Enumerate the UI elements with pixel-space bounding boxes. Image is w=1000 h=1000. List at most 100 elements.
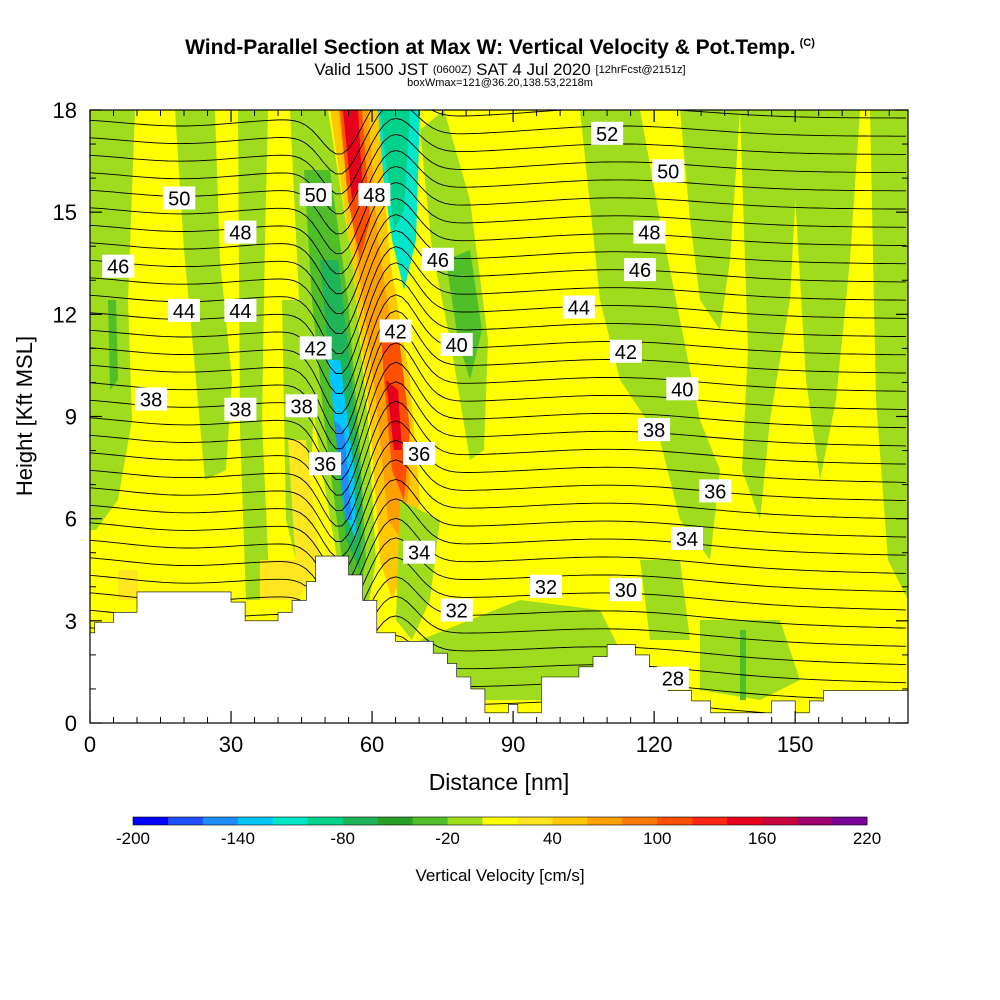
theta-label: 46 xyxy=(624,258,656,282)
valid-prefix: Valid 1500 JST xyxy=(314,60,429,79)
theta-label: 42 xyxy=(609,339,642,364)
theta-label-bg xyxy=(224,397,257,421)
w-up-core-max xyxy=(386,380,402,450)
theta-label-bg xyxy=(652,159,685,183)
x-tick-label: 0 xyxy=(84,732,96,757)
w-band-low xyxy=(420,600,620,700)
theta-label-text: 46 xyxy=(107,257,129,279)
w-down-top-inner xyxy=(380,110,410,230)
theta-label-text: 36 xyxy=(408,444,430,466)
theta-label-bg xyxy=(591,121,624,145)
theta-label-bg xyxy=(440,333,473,356)
colorbar-swatch xyxy=(133,817,169,825)
colorbar-swatch xyxy=(342,817,379,825)
y-tick-label: 6 xyxy=(65,507,77,532)
theta-label: 48 xyxy=(224,220,257,245)
colorbar-tick-label: -20 xyxy=(435,829,460,848)
theta-label-bg xyxy=(299,183,332,207)
theta-label-bg xyxy=(656,666,689,690)
colorbar-swatch xyxy=(517,817,553,825)
w-band-14 xyxy=(740,630,746,700)
theta-contour-line xyxy=(90,498,907,589)
y-tick-label: 15 xyxy=(53,200,77,225)
valid-utc: (0600Z) xyxy=(432,64,472,76)
chart-title-text: Wind-Parallel Section at Max W: Vertical… xyxy=(185,36,796,59)
y-tick-label: 0 xyxy=(65,711,77,736)
theta-contour-line xyxy=(90,381,907,496)
theta-label: 30 xyxy=(609,578,642,602)
theta-label-text: 48 xyxy=(363,185,385,207)
theta-label-text: 40 xyxy=(446,335,468,357)
colorbar-swatch xyxy=(587,817,623,825)
theta-label-text: 42 xyxy=(305,338,327,360)
theta-contour-line xyxy=(90,294,907,414)
theta-contour-line xyxy=(90,117,906,195)
theta-label-bg xyxy=(633,220,666,244)
theta-contour-line xyxy=(90,478,907,573)
theta-label-text: 50 xyxy=(657,161,679,183)
theta-contour-line xyxy=(90,420,907,527)
forecast-info: [12hrFcst@2151z] xyxy=(595,64,686,76)
theta-label: 42 xyxy=(299,336,332,360)
theta-label-text: 34 xyxy=(676,529,698,551)
theta-label: 38 xyxy=(638,418,671,442)
theta-label: 38 xyxy=(224,397,257,422)
theta-label: 34 xyxy=(671,527,703,551)
theta-contour-line xyxy=(90,230,906,335)
theta-contour-line xyxy=(90,439,907,542)
colorbar-tick-label: -140 xyxy=(221,829,255,848)
theta-contour-line xyxy=(90,459,907,558)
theta-label: 36 xyxy=(699,479,732,503)
colorbar-label: Vertical Velocity [cm/s] xyxy=(415,866,584,885)
theta-label-bg xyxy=(379,319,412,343)
theta-contour-line xyxy=(90,166,907,255)
colorbar-swatch xyxy=(692,817,728,825)
colorbar: -200 -140 -80 -20 40 100 160 220 xyxy=(116,816,881,848)
colorbar-tick-label: 220 xyxy=(853,829,881,848)
theta-label: 36 xyxy=(309,452,342,476)
theta-label-bg xyxy=(638,418,671,442)
colorbar-swatch xyxy=(237,817,274,825)
theta-contour-line xyxy=(90,400,907,512)
x-tick-label: 60 xyxy=(360,732,384,757)
theta-label-bg xyxy=(440,598,473,622)
theta-contour-line xyxy=(90,517,907,604)
theta-label-text: 36 xyxy=(704,481,726,503)
theta-label: 36 xyxy=(403,442,436,466)
w-band-13 xyxy=(640,560,690,640)
theta-label-text: 28 xyxy=(662,669,684,691)
theta-contour-line xyxy=(90,198,906,295)
theta-label-bg xyxy=(102,254,135,278)
theta-label-bg xyxy=(135,387,168,411)
theta-label: 38 xyxy=(285,394,318,418)
colorbar-swatch xyxy=(202,817,239,825)
theta-label: 46 xyxy=(102,254,135,279)
w-warm-2 xyxy=(260,560,300,600)
x-tick-label: 90 xyxy=(501,732,525,757)
theta-label-bg xyxy=(671,527,703,551)
theta-label-text: 32 xyxy=(535,577,557,599)
theta-label-text: 44 xyxy=(229,301,251,323)
theta-label-bg xyxy=(224,220,257,244)
theta-label-text: 38 xyxy=(290,396,312,418)
theta-label: 40 xyxy=(666,377,699,401)
colorbar-swatch xyxy=(762,817,798,825)
theta-label-bg xyxy=(624,258,656,282)
theta-label-text: 48 xyxy=(638,223,660,245)
colorbar-tick-label: 160 xyxy=(748,829,776,848)
colorbar-swatch xyxy=(657,817,693,825)
w-up-top-core xyxy=(343,110,362,200)
plot-area: 52 50 50 48 50 48 48 46 46 46 44 44 44 42 42 40 42 40 38 38… xyxy=(90,110,908,723)
y-tick-label: 12 xyxy=(53,302,77,327)
theta-label-text: 42 xyxy=(384,321,406,343)
theta-label-bg xyxy=(403,540,436,564)
colorbar-swatch xyxy=(377,817,414,825)
colorbar-swatch xyxy=(727,817,763,825)
theta-label: 44 xyxy=(168,298,200,323)
theta-label: 32 xyxy=(530,574,562,599)
theta-label: 40 xyxy=(440,333,473,357)
theta-label-text: 44 xyxy=(173,301,195,323)
title-tag: (C) xyxy=(799,37,815,49)
